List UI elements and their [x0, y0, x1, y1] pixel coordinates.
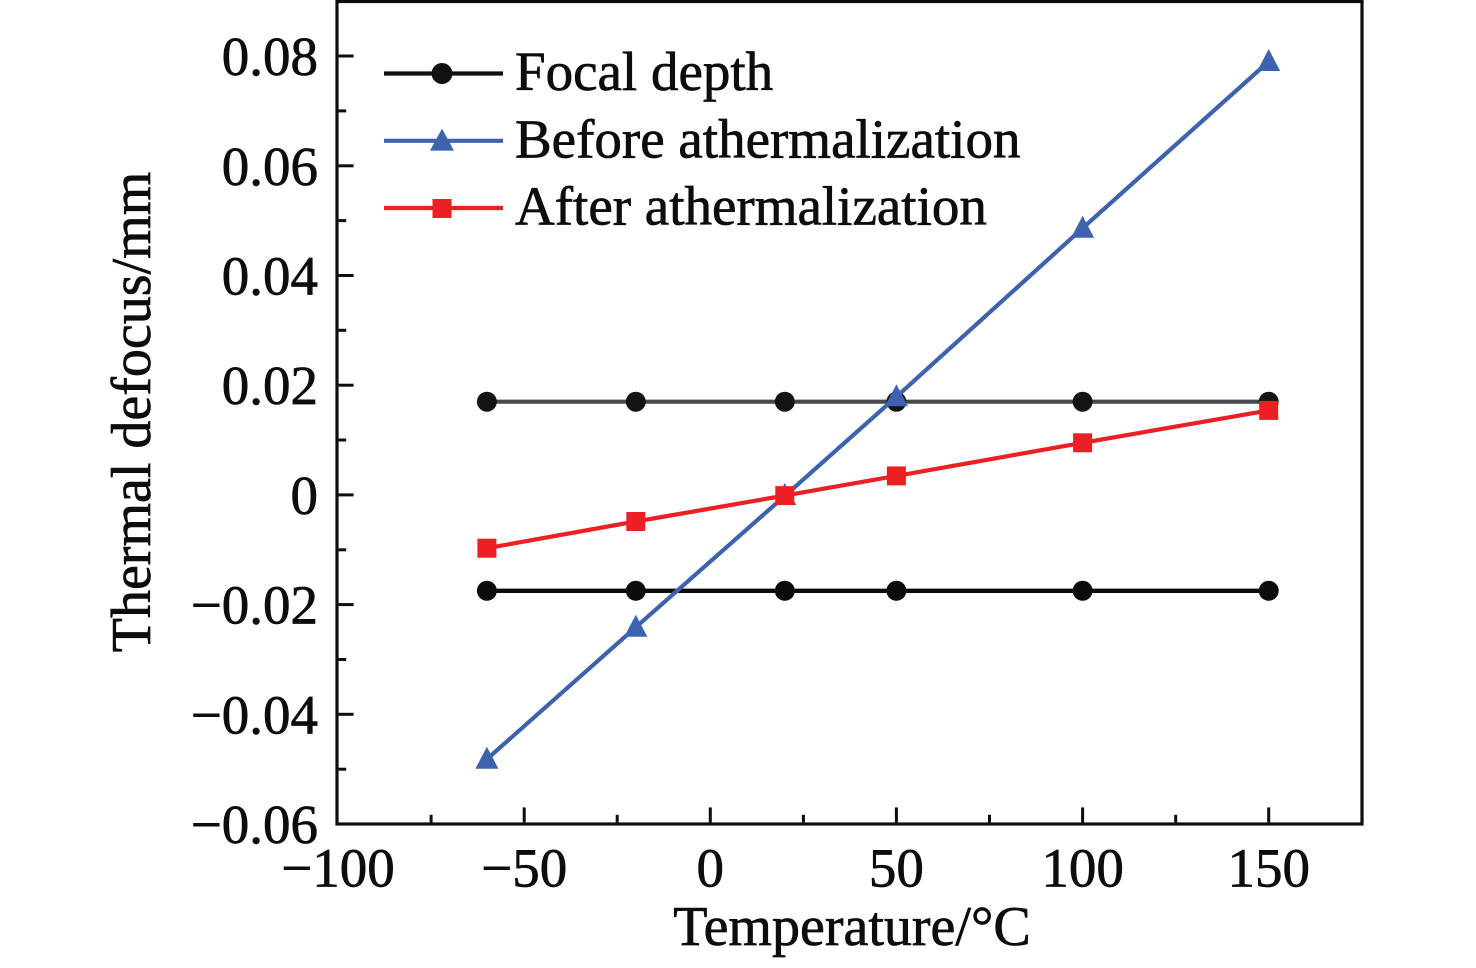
svg-text:Thermal defocus/mm: Thermal defocus/mm [101, 172, 163, 653]
svg-text:0: 0 [291, 465, 319, 526]
svg-text:0.04: 0.04 [222, 246, 318, 307]
svg-text:0.06: 0.06 [222, 136, 318, 197]
svg-text:−0.04: −0.04 [191, 684, 318, 745]
svg-text:0.08: 0.08 [222, 26, 318, 87]
svg-text:150: 150 [1227, 838, 1310, 899]
svg-text:−100: −100 [281, 838, 395, 899]
svg-text:50: 50 [869, 838, 924, 899]
svg-text:100: 100 [1041, 838, 1124, 899]
svg-text:0.02: 0.02 [222, 355, 318, 416]
svg-text:Focal depth: Focal depth [515, 41, 773, 102]
svg-text:−0.02: −0.02 [191, 575, 318, 636]
svg-text:Before athermalization: Before athermalization [515, 108, 1020, 169]
svg-text:Temperature/°C: Temperature/°C [673, 896, 1030, 958]
svg-text:−0.06: −0.06 [191, 794, 318, 855]
svg-text:After athermalization: After athermalization [515, 176, 987, 237]
svg-text:0: 0 [697, 838, 725, 899]
svg-text:−50: −50 [481, 838, 567, 899]
